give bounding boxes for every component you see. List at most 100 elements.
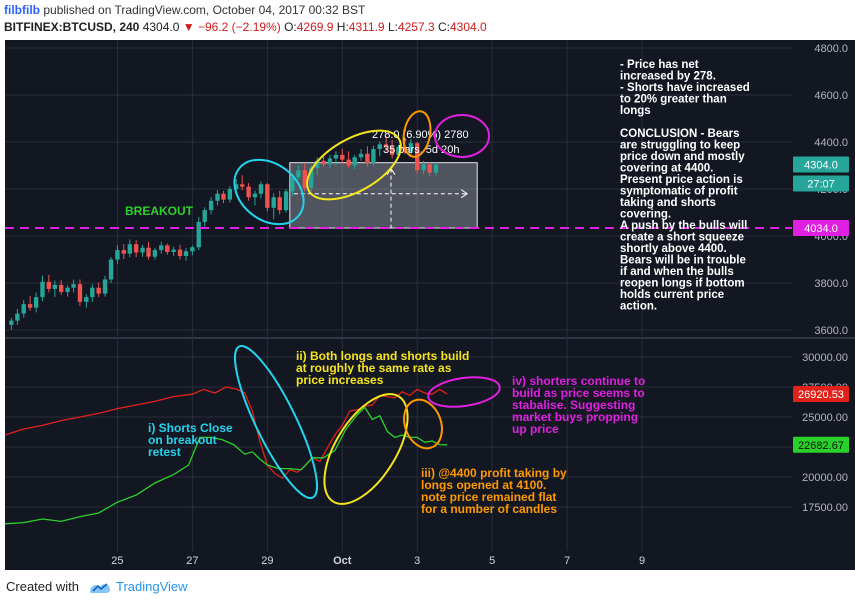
candle-body	[427, 164, 432, 173]
magenta-annotation: iv) shorters continue to build as price s…	[512, 374, 645, 436]
indicator-tick-label: 17500.00	[802, 502, 848, 514]
time-tick-label: 3	[414, 555, 420, 567]
notes-line: increased by 278.	[620, 71, 716, 83]
plot-background	[5, 40, 792, 551]
notes-line: taking and shorts	[620, 197, 716, 209]
time-tick-label: 29	[261, 555, 273, 567]
candle-body	[296, 170, 301, 178]
last-price: 4304.0	[142, 20, 180, 34]
indicator-tick-label: 25000.00	[802, 412, 848, 424]
candle-body	[65, 287, 70, 292]
candle-body	[433, 164, 439, 173]
longs-value-tag-bg	[793, 436, 849, 453]
candle-body	[133, 244, 139, 253]
candle-body	[258, 184, 264, 194]
yellow-annotation-line: price increases	[296, 373, 384, 387]
candle-body	[340, 154, 345, 160]
symbol-info: BITFINEX:BTCUSD, 240 4304.0 ▼ −96.2 (−2.…	[4, 20, 487, 34]
candle-body	[146, 247, 151, 257]
chart-area[interactable]: BREAKOUT 278.0 (6.90%) 2780 35 bars, 5d 20…	[0, 40, 855, 570]
candle-body	[389, 146, 395, 155]
high-value: 4311.9	[348, 20, 385, 34]
notes-line: longs	[620, 105, 651, 117]
low-label: L:	[387, 20, 398, 34]
time-tick-label: 9	[639, 555, 645, 567]
time-tick-label: 25	[111, 555, 123, 567]
measure-text2: 35 bars, 5d 20h	[383, 144, 459, 156]
candle-body	[171, 249, 176, 252]
time-tick-label: 7	[564, 555, 570, 567]
candle-body	[127, 244, 132, 254]
low-value: 4257.3	[397, 20, 435, 34]
candle-body	[308, 167, 314, 188]
measure-box	[289, 162, 478, 229]
candle-body	[15, 313, 20, 321]
time-tick-label: Oct	[333, 555, 352, 567]
candle-body	[302, 170, 307, 188]
magenta-annotation-line: stabalise. Suggesting	[512, 398, 635, 412]
publish-text: published on TradingView.com, October 04…	[43, 3, 366, 17]
candle-body	[346, 159, 351, 166]
close-value: 4304.0	[450, 20, 487, 34]
candle-body	[396, 146, 401, 155]
price-tick-label: 3800.0	[814, 278, 848, 290]
magenta-annotation-line: market buys propping	[512, 410, 638, 424]
notes-line: Present price action is	[620, 174, 743, 186]
magenta-ellipse-lower	[427, 376, 501, 408]
tradingview-link[interactable]: TradingView	[116, 579, 188, 594]
author-name[interactable]: filbfilb	[4, 3, 40, 17]
candle-body	[377, 144, 382, 150]
notes-line: if and when the bulls	[620, 266, 734, 278]
candle-body	[202, 210, 207, 222]
candle-body	[152, 250, 158, 257]
shorts-line	[4, 386, 448, 480]
cyan-ellipse	[233, 158, 305, 226]
candle-body	[115, 250, 120, 260]
breakout-price-tag-bg	[793, 220, 849, 237]
candle-body	[246, 186, 251, 198]
candle-body	[121, 250, 126, 254]
orange-annotation-line: note price remained flat	[421, 490, 556, 504]
candle-body	[96, 287, 101, 294]
tradingview-logo-icon[interactable]	[88, 579, 112, 595]
candle-body	[290, 177, 295, 192]
orange-annotation-line: longs opened at 4100.	[421, 478, 546, 492]
candle-body	[52, 284, 58, 289]
price-tick-label: 3600.0	[814, 325, 848, 337]
indicator-tick-label: 30000.00	[802, 352, 848, 364]
candle-body	[59, 284, 64, 292]
cyan-annotation-line: retest	[148, 445, 181, 459]
candle-body	[408, 143, 414, 152]
candle-body	[9, 320, 14, 325]
notes-line: price down and mostly	[620, 151, 745, 163]
notes-line: create a short squeeze	[620, 232, 744, 244]
orange-ellipse	[402, 110, 432, 158]
candle-body	[421, 164, 426, 171]
open-label: O:	[284, 20, 297, 34]
shorts-value-tag-bg	[793, 385, 849, 402]
magenta-annotation-line: build as price seems to	[512, 386, 645, 400]
down-arrow-icon: ▼	[182, 20, 195, 34]
countdown-tag-bg	[793, 175, 849, 192]
breakout-price-tag: 4034.0	[804, 223, 838, 235]
candle-body	[46, 281, 52, 289]
notes-line: holds current price	[620, 289, 724, 301]
notes-line: Bears will be in trouble	[620, 255, 746, 267]
notes-line: A push by the bulls will	[620, 220, 747, 232]
candle-body	[183, 251, 189, 256]
candle-body	[371, 149, 376, 164]
footer: Created with TradingView	[0, 570, 855, 604]
candle-body	[283, 191, 289, 211]
candle-body	[196, 221, 201, 248]
notes-line: to 20% greater than	[620, 94, 727, 106]
candle-body	[221, 193, 226, 200]
time-axis	[5, 551, 792, 570]
notes-line: - Price has net	[620, 59, 699, 71]
candle-body	[165, 245, 170, 252]
measure-text: 278.0 (6.90%) 2780	[372, 129, 469, 141]
last-price-tag: 4304.0	[804, 160, 838, 172]
magenta-annotation-line: up price	[512, 422, 559, 436]
notes-line: CONCLUSION - Bears	[620, 128, 740, 140]
yellow-annotation: ii) Both longs and shorts build at roughl…	[296, 349, 469, 387]
notes-line: covering at 4400.	[620, 163, 713, 175]
